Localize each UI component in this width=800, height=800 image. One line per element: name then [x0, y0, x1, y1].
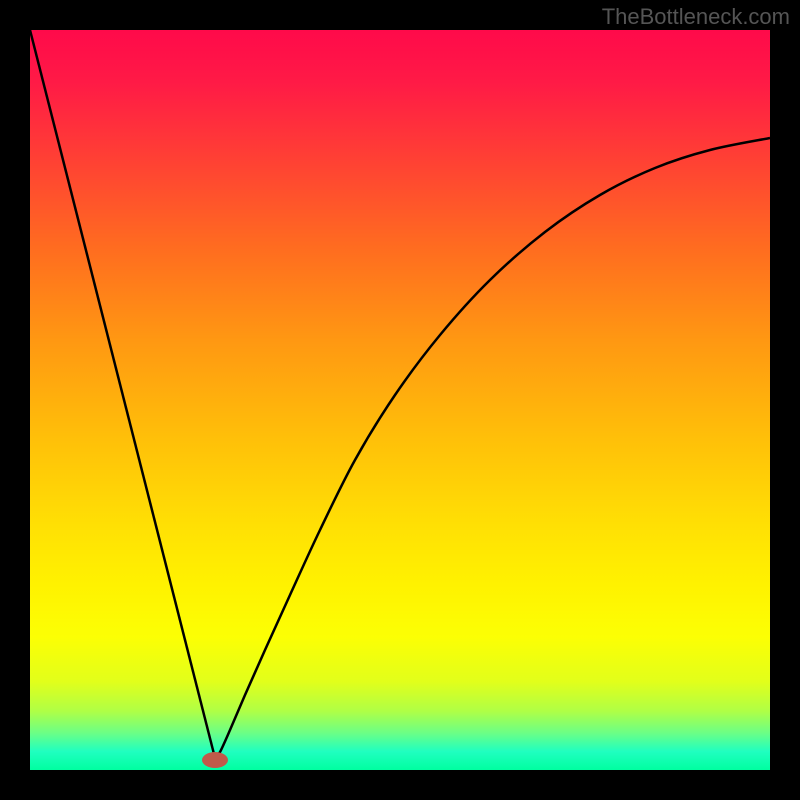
chart-svg — [0, 0, 800, 800]
watermark-text: TheBottleneck.com — [602, 4, 790, 30]
bottleneck-chart: TheBottleneck.com — [0, 0, 800, 800]
chart-plot-area — [30, 30, 770, 770]
optimum-marker — [202, 752, 228, 768]
